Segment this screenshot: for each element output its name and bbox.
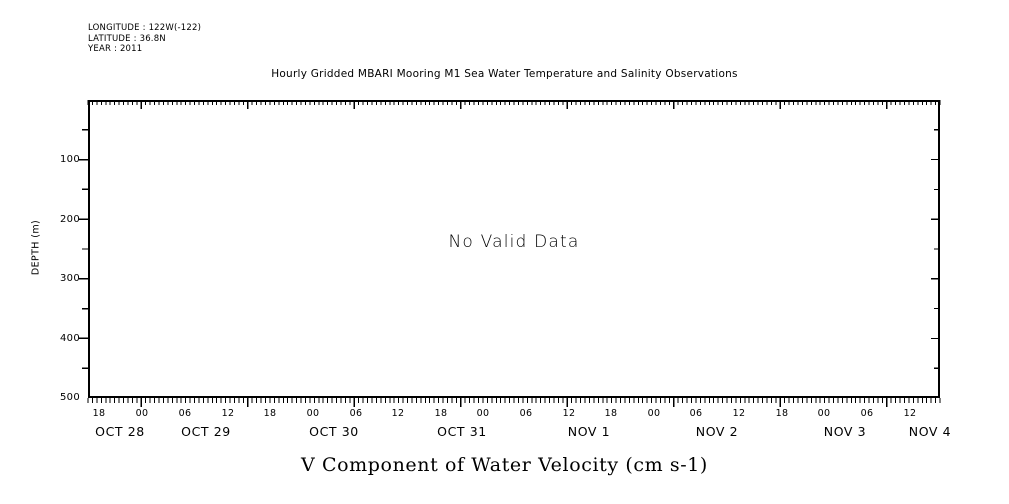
x-hour-tick-label: 18 — [263, 408, 277, 419]
y-tick-label: 400 — [60, 333, 80, 344]
x-date-label: NOV 4 — [908, 424, 952, 439]
x-hour-tick-label: 00 — [817, 408, 831, 419]
y-axis-title: DEPTH (m) — [30, 219, 42, 276]
year-text: YEAR : 2011 — [88, 44, 143, 54]
x-date-label: OCT 31 — [437, 424, 487, 439]
x-hour-tick-label: 06 — [519, 408, 533, 419]
x-date-label: OCT 28 — [95, 424, 145, 439]
x-hour-tick-label: 00 — [476, 408, 490, 419]
x-hour-tick-label: 06 — [178, 408, 192, 419]
x-hour-tick-label: 18 — [775, 408, 789, 419]
x-hour-tick-label: 12 — [391, 408, 405, 419]
x-date-label: OCT 30 — [309, 424, 359, 439]
y-tick-label: 300 — [60, 273, 80, 284]
plot-area — [88, 100, 940, 398]
x-hour-tick-label: 00 — [647, 408, 661, 419]
y-tick-label: 100 — [60, 154, 80, 165]
plot-title: Hourly Gridded MBARI Mooring M1 Sea Wate… — [271, 68, 738, 80]
metadata-block: LONGITUDE : 122W(-122) LATITUDE : 36.8N … — [88, 23, 201, 55]
x-hour-tick-label: 06 — [860, 408, 874, 419]
y-tick-label: 500 — [60, 392, 80, 403]
x-hour-tick-label: 12 — [562, 408, 576, 419]
x-hour-tick-label: 18 — [434, 408, 448, 419]
x-date-label: OCT 29 — [181, 424, 231, 439]
x-hour-tick-label: 12 — [221, 408, 235, 419]
x-date-label: NOV 1 — [567, 424, 611, 439]
longitude-text: LONGITUDE : 122W(-122) — [88, 23, 202, 33]
x-date-label: NOV 3 — [823, 424, 867, 439]
x-hour-tick-label: 12 — [732, 408, 746, 419]
latitude-text: LATITUDE : 36.8N — [88, 33, 166, 44]
no-valid-data-message: No Valid Data — [448, 232, 580, 252]
x-hour-tick-label: 18 — [604, 408, 618, 419]
x-date-label: NOV 2 — [695, 424, 739, 439]
x-hour-tick-label: 12 — [903, 408, 917, 419]
x-hour-tick-label: 06 — [689, 408, 703, 419]
bottom-axis-title: V Component of Water Velocity (cm s-1) — [301, 454, 708, 476]
x-hour-tick-label: 18 — [92, 408, 106, 419]
x-hour-tick-label: 00 — [135, 408, 149, 419]
y-tick-label: 200 — [60, 214, 80, 225]
x-hour-tick-label: 00 — [306, 408, 320, 419]
x-hour-tick-label: 06 — [349, 408, 363, 419]
